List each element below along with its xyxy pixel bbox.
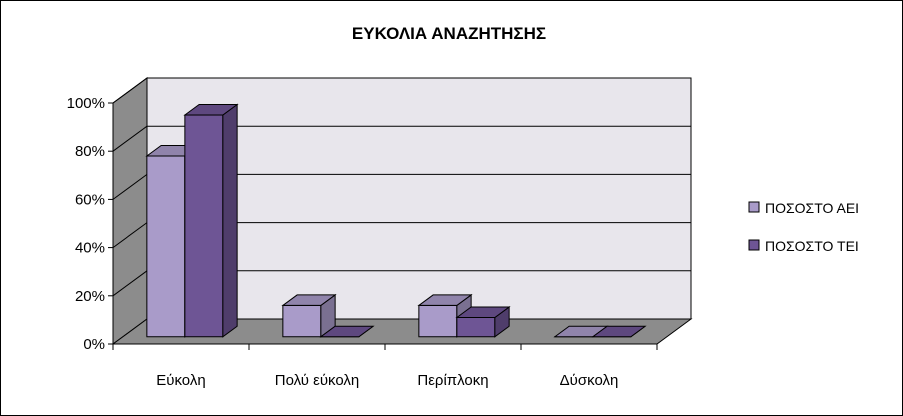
bar-top: [183, 104, 239, 116]
bar-side: [222, 103, 238, 338]
legend: ΠΟΣΟΣΤΟ ΑΕΙ ΠΟΣΟΣΤΟ ΤΕΙ: [748, 200, 859, 254]
bar: [455, 305, 511, 338]
x-category-label: Εύκολη: [156, 372, 205, 389]
bar-top: [417, 294, 473, 306]
y-tick-label: 100%: [67, 95, 105, 112]
bar-front: [456, 316, 496, 338]
bar: [591, 325, 647, 338]
bar-top: [319, 325, 375, 338]
side-wall: [112, 77, 148, 345]
bar-top: [591, 325, 647, 338]
gridline-side: [112, 270, 148, 297]
gridline-side: [112, 222, 148, 249]
bar: [183, 103, 239, 338]
gridline-side: [112, 173, 148, 200]
bar-top: [281, 294, 337, 306]
gridline-side: [112, 77, 148, 104]
x-category-label: Περίπλοκη: [417, 372, 488, 389]
bar: [319, 325, 375, 338]
x-category-label: Πολύ εύκολη: [275, 372, 360, 389]
floor: [111, 318, 693, 345]
chart-title: ΕΥΚΟΛΙΑ ΑΝΑΖΗΤΗΣΗΣ: [352, 24, 546, 43]
back-wall: [146, 77, 692, 320]
bar: [281, 293, 337, 338]
legend-label: ΠΟΣΟΣΤΟ ΑΕΙ: [765, 200, 859, 216]
y-tick-label: 40%: [75, 240, 105, 257]
y-tick-label: 20%: [75, 288, 105, 305]
y-tick-label: 60%: [75, 191, 105, 208]
gridline-side: [112, 125, 148, 152]
bar-front: [282, 304, 322, 338]
legend-swatch: [748, 201, 760, 213]
bar-front: [418, 304, 458, 338]
legend-swatch: [748, 239, 760, 251]
plot-area: 0% 20% 40% 60% 80% 100% Εύκολη Πολύ εύκολη Περίπ…: [67, 77, 693, 389]
y-tick-label: 80%: [75, 143, 105, 160]
legend-label: ΠΟΣΟΣΤΟ ΤΕΙ: [765, 238, 859, 254]
y-tick-label: 0%: [83, 336, 105, 353]
bar-top: [455, 306, 511, 318]
bar-front: [184, 114, 224, 338]
x-category-label: Δύσκολη: [560, 372, 619, 389]
bar-front: [146, 155, 186, 338]
